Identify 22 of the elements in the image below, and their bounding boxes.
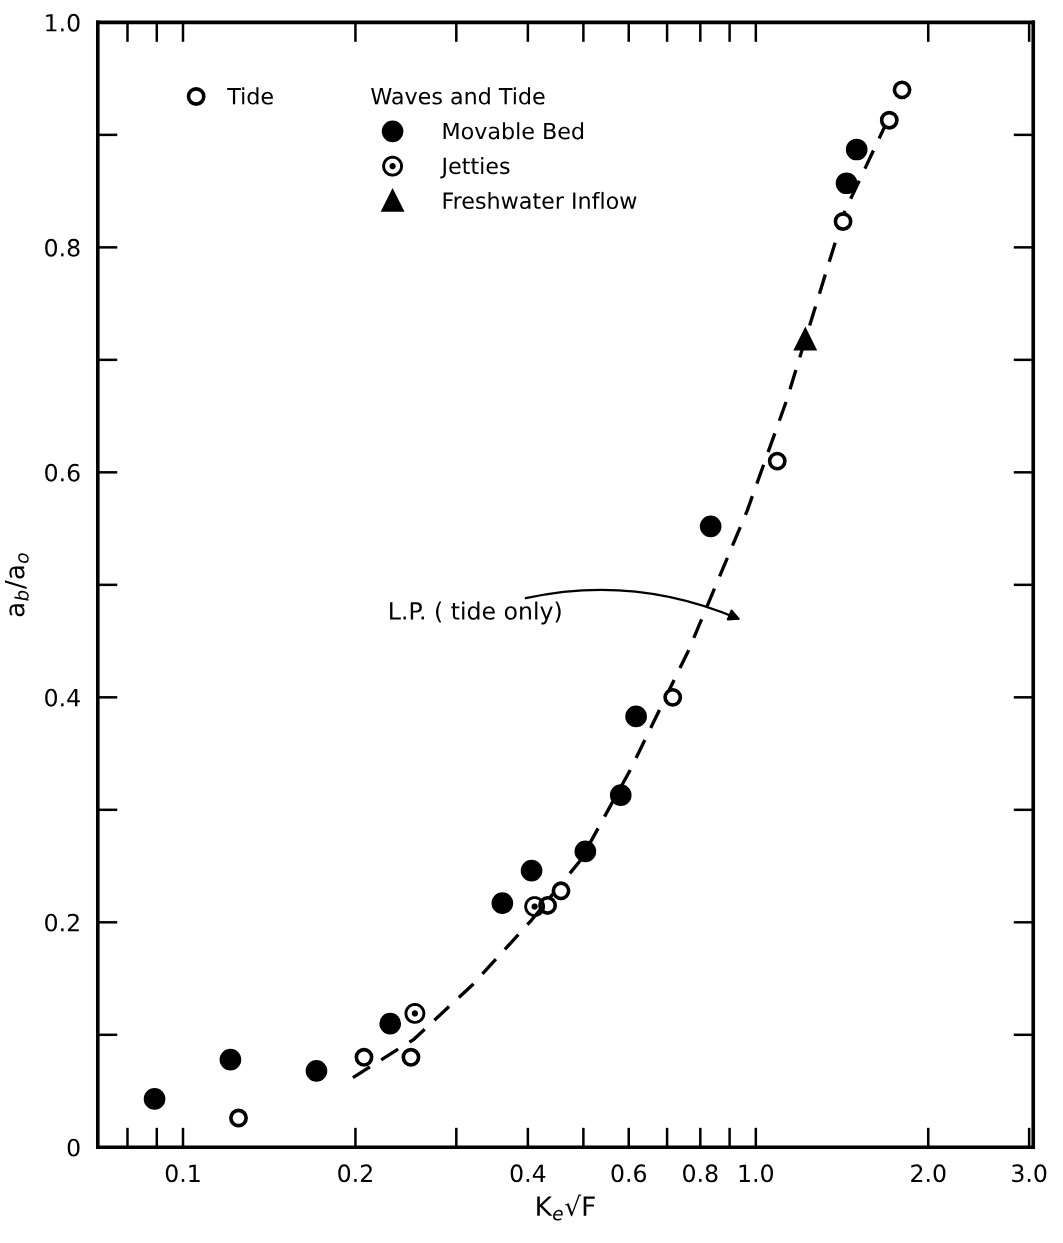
x-tick-label: 0.6: [611, 1164, 647, 1183]
y-tick-label: 0.6: [45, 463, 80, 482]
x-tick-label: 0.8: [683, 1164, 718, 1183]
x-axis-title: K$_{e}$√F: [537, 1194, 595, 1221]
legend-label: Movable Bed: [443, 122, 584, 140]
x-tick-label: 0.4: [510, 1164, 546, 1183]
x-tick-label: 3.0: [1012, 1164, 1047, 1183]
legend-label: Jetties: [440, 157, 510, 179]
y-tick-label: 0.2: [45, 913, 79, 932]
annotation: L.P. ( tide only): [390, 601, 561, 625]
legend-title: Waves and Tide: [371, 87, 545, 105]
x-tick-label: 1.0: [739, 1164, 774, 1183]
x-tick-label: 0.1: [165, 1164, 200, 1183]
y-tick-label: 0.4: [45, 688, 80, 707]
legend-label: Tide: [227, 87, 273, 105]
y-tick-label: 0: [67, 1138, 80, 1157]
legend-label: Freshwater Inflow: [443, 191, 637, 210]
y-tick-label: 1.0: [46, 13, 80, 32]
x-tick-label: 2.0: [911, 1164, 946, 1183]
y-tick-label: 0.8: [45, 238, 80, 257]
y-axis-title: a$_{b}$/a$_{o}$: [4, 553, 29, 617]
x-tick-label: 0.2: [338, 1164, 372, 1183]
